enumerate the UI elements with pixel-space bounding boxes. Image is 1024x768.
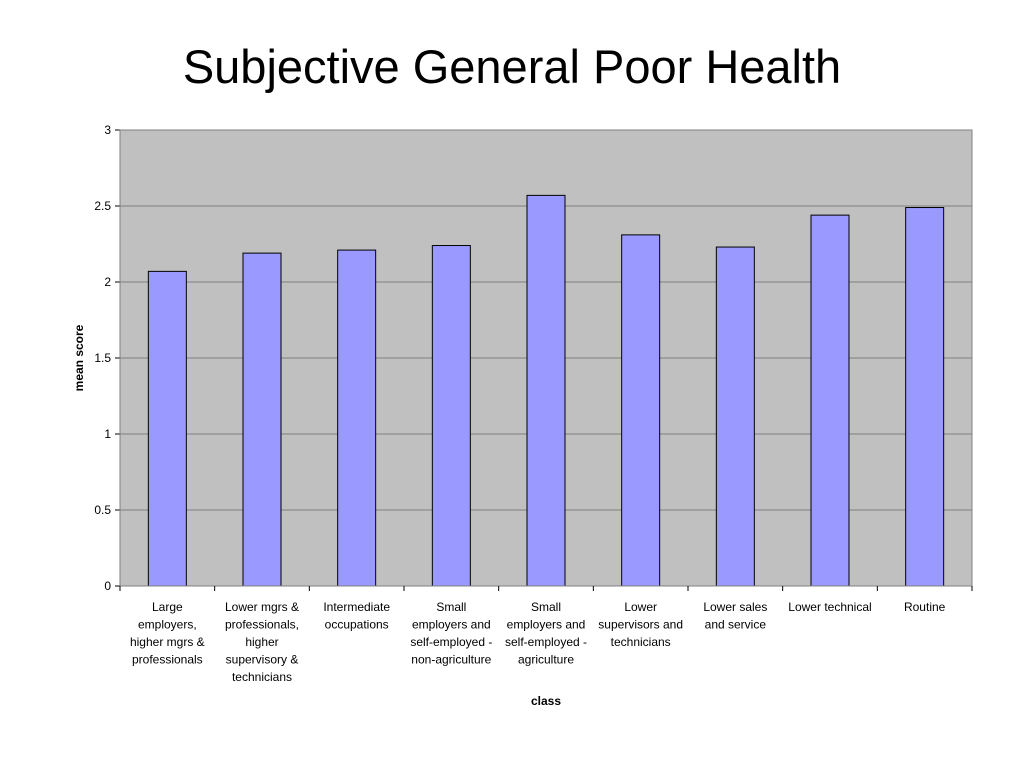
x-category-label-line: supervisory & xyxy=(226,653,299,667)
x-category-label-line: self-employed - xyxy=(505,635,587,649)
y-tick-label: 1 xyxy=(104,427,111,441)
bar xyxy=(715,246,755,587)
x-axis-label: class xyxy=(531,694,561,708)
y-axis-label: mean score xyxy=(72,324,86,391)
x-category-label-line: agriculture xyxy=(518,653,574,667)
x-category-labels: Large employers, higher mgrs & professional… xyxy=(130,600,946,684)
y-tick-label: 2 xyxy=(104,275,111,289)
x-category-label-line: Intermediate xyxy=(323,600,390,614)
x-category-label-line: employers, xyxy=(138,618,197,632)
x-category-label: Lower technical xyxy=(788,600,871,614)
x-category-label-line: non-agriculture xyxy=(411,653,491,667)
x-category-label: Routine xyxy=(904,600,946,614)
bar xyxy=(147,270,187,587)
x-category-label-line: professionals, xyxy=(225,618,299,632)
y-tick-label: 2.5 xyxy=(94,199,111,213)
y-tick-label: 1.5 xyxy=(94,351,111,365)
axes xyxy=(115,129,973,591)
bar xyxy=(337,249,377,587)
x-category-label-line: professionals xyxy=(132,653,203,667)
x-category-label-line: higher xyxy=(245,635,278,649)
y-tick-label: 0 xyxy=(104,579,111,593)
x-category-label-line: technicians xyxy=(232,670,292,684)
x-category-label: Lower sales and service xyxy=(703,600,767,632)
x-category-label-line: Lower sales xyxy=(703,600,767,614)
bar xyxy=(431,245,471,587)
y-tick-label: 3 xyxy=(104,123,111,137)
y-tick-labels: 0 0.5 1 1.5 2 2.5 3 xyxy=(94,123,111,593)
x-category-label-line: Lower technical xyxy=(788,600,871,614)
x-category-label-line: Lower xyxy=(624,600,657,614)
x-category-label: Lower supervisors and technicians xyxy=(598,600,683,649)
x-category-label-line: Small xyxy=(436,600,466,614)
x-category-label-line: higher mgrs & xyxy=(130,635,205,649)
x-category-label: Intermediate occupations xyxy=(323,600,390,632)
bars xyxy=(147,194,945,587)
x-category-label-line: employers and xyxy=(507,618,586,632)
x-category-label-line: employers and xyxy=(412,618,491,632)
plot-border xyxy=(119,129,973,587)
chart-title: Subjective General Poor Health xyxy=(182,40,842,93)
bar xyxy=(242,252,282,587)
x-category-label: Small employers and self-employed - agricul… xyxy=(505,600,587,667)
x-category-label-line: self-employed - xyxy=(410,635,492,649)
bar xyxy=(621,234,661,587)
x-category-label-line: Large xyxy=(152,600,183,614)
x-category-label-line: and service xyxy=(705,618,767,632)
bar xyxy=(526,194,566,587)
x-category-label-line: supervisors and xyxy=(598,618,683,632)
x-category-label: Small employers and self-employed - non-agr… xyxy=(410,600,492,667)
x-category-label: Lower mgrs & professionals, higher supervis… xyxy=(225,600,299,684)
x-category-label-line: technicians xyxy=(611,635,671,649)
x-category-label-line: occupations xyxy=(325,618,389,632)
bar xyxy=(810,214,850,587)
x-category-label-line: Lower mgrs & xyxy=(225,600,299,614)
x-category-label: Large employers, higher mgrs & professional… xyxy=(130,600,205,667)
y-tick-label: 0.5 xyxy=(94,503,111,517)
x-category-label-line: Small xyxy=(531,600,561,614)
x-category-label-line: Routine xyxy=(904,600,946,614)
bar xyxy=(905,207,945,587)
